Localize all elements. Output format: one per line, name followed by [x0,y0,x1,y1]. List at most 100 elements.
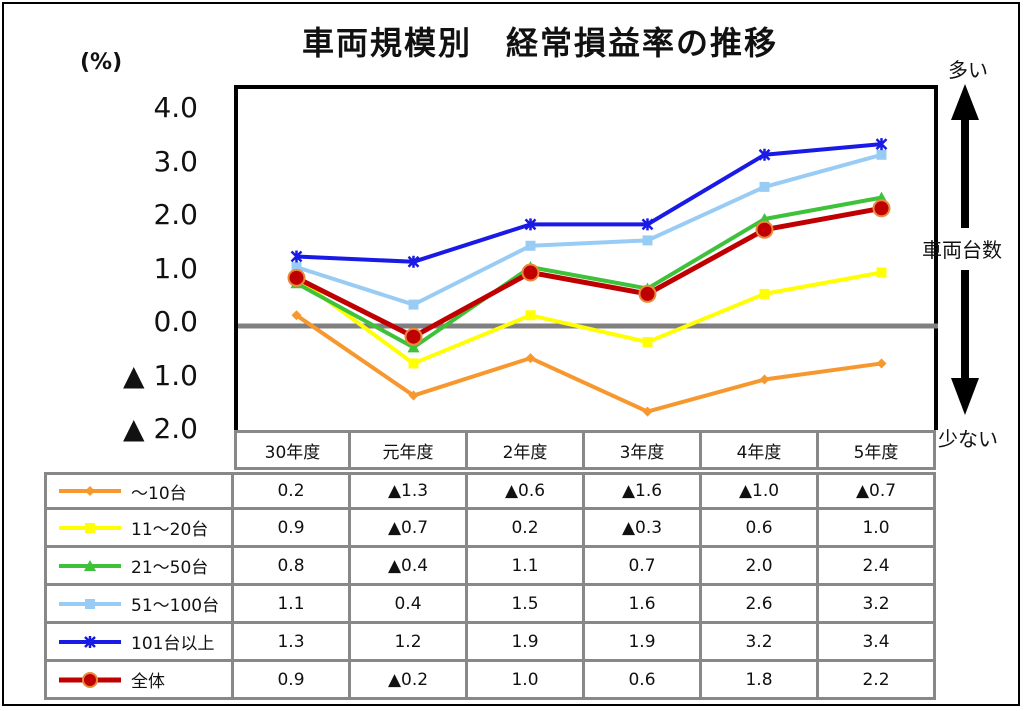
data-label: 0.4 [351,586,468,624]
category-label: 3年度 [585,430,702,470]
side-label-fewer: 少ない [938,427,998,451]
plot-svg [238,138,938,417]
legend-entry: 11～20台 [44,510,234,548]
data-label: 0.7 [585,548,702,586]
data-label: 1.0 [819,510,936,548]
data-point [82,671,98,688]
series-line [295,195,882,350]
category-label: 5年度 [819,430,936,470]
data-label: 0.9 [234,662,351,700]
data-point [287,268,306,287]
data-label: 1.6 [585,586,702,624]
legend-entry: 全体 [44,662,234,700]
data-point [84,559,96,571]
category-label: 30年度 [234,430,351,470]
series-line [296,142,882,264]
data-label: 2.4 [819,548,936,586]
series-line [295,313,882,414]
arrow-down-shaft [961,270,969,380]
data-point [408,358,419,369]
series-line [295,270,882,366]
data-point [642,235,653,246]
data-label: 3.2 [819,586,936,624]
legend-label: 11～20台 [131,520,209,540]
data-label: 0.6 [702,510,819,548]
legend-label: 101台以上 [131,634,215,654]
data-point [758,148,771,161]
data-point [759,288,770,299]
vehicle-count-arrow [951,84,979,415]
data-point [84,635,96,648]
data-point [642,337,653,348]
data-point [759,374,770,385]
data-point [407,341,420,353]
side-label-more: 多い [948,58,988,82]
y-tick-label: 3.0 [153,144,198,178]
data-point [872,199,891,218]
data-label: 1.0 [468,662,585,700]
data-label: ▲1.3 [351,472,468,510]
legend-symbol-icon [59,559,121,571]
data-label: 1.2 [351,624,468,662]
data-point [876,149,887,160]
legend-symbol-icon [59,522,121,533]
data-point [524,218,537,231]
legend-label: 全体 [131,672,165,692]
y-tick-label: 2.0 [153,198,198,231]
data-point [875,138,888,151]
category-label: 2年度 [468,430,585,470]
category-label: 4年度 [702,430,819,470]
legend-entry: 101台以上 [44,624,234,662]
data-label: 1.8 [702,662,819,700]
data-label: ▲0.7 [351,510,468,548]
data-point [876,358,887,369]
data-point [525,310,536,321]
data-point [291,262,302,273]
data-label: 1.3 [234,624,351,662]
series-line [295,205,882,340]
data-label: 0.2 [468,510,585,548]
data-label: 1.1 [234,586,351,624]
data-label: 1.5 [468,586,585,624]
legend-label: ～10台 [131,483,187,504]
legend-symbol-icon [59,635,121,648]
data-label: ▲0.4 [351,548,468,586]
y-unit-label: (%) [80,50,123,75]
data-point [525,240,536,251]
data-point [85,598,95,609]
y-tick-label: 1.0 [153,251,198,285]
data-label: ▲0.6 [468,472,585,510]
data-point [407,255,420,268]
data-point [876,267,887,278]
data-point [759,181,770,192]
data-point [290,250,303,263]
series-line [295,152,883,307]
series-6 [287,199,891,346]
series-5 [290,138,888,268]
legend-label: 21～50台 [131,558,209,578]
data-point [521,263,540,282]
y-tick-label: 0.0 [153,305,198,338]
data-point [755,220,774,239]
data-label: 2.2 [819,662,936,700]
data-point [408,299,419,310]
legend-entry: 51～100台 [44,586,234,624]
data-point [641,218,654,231]
data-label: ▲1.0 [702,472,819,510]
y-tick-label: ▲ 2.0 [123,412,198,445]
side-label-vehicle-count: 車両台数 [922,238,1002,262]
data-point [404,327,423,346]
series-1 [291,310,887,417]
data-point [642,406,653,417]
legend-symbol-icon [59,486,121,496]
legend-symbol-icon [59,671,121,688]
data-label: 0.8 [234,548,351,586]
y-tick-label: ▲ 1.0 [123,358,198,392]
data-label: ▲0.7 [819,472,936,510]
data-label: ▲0.3 [585,510,702,548]
arrow-up-shaft [961,118,969,228]
data-point [525,353,536,364]
series-4 [291,149,887,310]
data-label: 1.1 [468,548,585,586]
